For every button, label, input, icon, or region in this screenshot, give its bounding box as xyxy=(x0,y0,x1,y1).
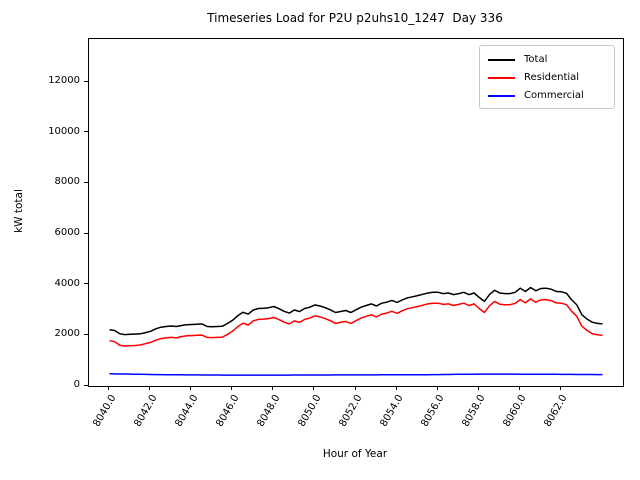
x-tick-label: 8044.0 xyxy=(173,393,201,429)
legend: Total Residential Commercial xyxy=(479,45,615,109)
y-tick-label: 0 xyxy=(73,379,80,390)
y-tick-label: 4000 xyxy=(54,277,80,289)
legend-label-commercial: Commercial xyxy=(524,90,584,101)
x-tick-label: 8054.0 xyxy=(378,393,406,429)
x-tick-label: 8046.0 xyxy=(214,393,242,429)
legend-label-residential: Residential xyxy=(524,72,580,83)
residential-line-swatch xyxy=(488,77,515,79)
chart-title: Timeseries Load for P2U p2uhs10_1247 Day… xyxy=(207,11,503,25)
legend-label-total: Total xyxy=(524,54,548,65)
x-tick-label: 8056.0 xyxy=(419,393,447,429)
commercial-line xyxy=(109,373,603,376)
y-tick-label: 12000 xyxy=(48,75,80,87)
commercial-line-swatch xyxy=(488,95,515,97)
total-line-swatch xyxy=(488,59,515,61)
x-tick-label: 8048.0 xyxy=(255,393,283,429)
residential-line xyxy=(109,298,603,347)
legend-item-commercial: Commercial xyxy=(488,87,606,105)
legend-item-total: Total xyxy=(488,51,606,69)
x-tick-label: 8040.0 xyxy=(91,393,119,429)
x-tick-label: 8042.0 xyxy=(132,393,160,429)
x-tick-label: 8060.0 xyxy=(501,393,529,429)
x-tick-label: 8050.0 xyxy=(296,393,324,429)
legend-item-residential: Residential xyxy=(488,69,606,87)
y-tick-label: 2000 xyxy=(54,328,80,340)
data-lines xyxy=(109,286,603,376)
x-tick-label: 8052.0 xyxy=(337,393,365,429)
y-tick-label: 10000 xyxy=(48,125,80,137)
y-axis-label: kW total xyxy=(13,189,25,233)
x-tick-label: 8058.0 xyxy=(460,393,488,429)
x-tick-label: 8062.0 xyxy=(542,393,570,429)
x-axis-label: Hour of Year xyxy=(322,448,388,460)
total-line xyxy=(109,286,603,336)
